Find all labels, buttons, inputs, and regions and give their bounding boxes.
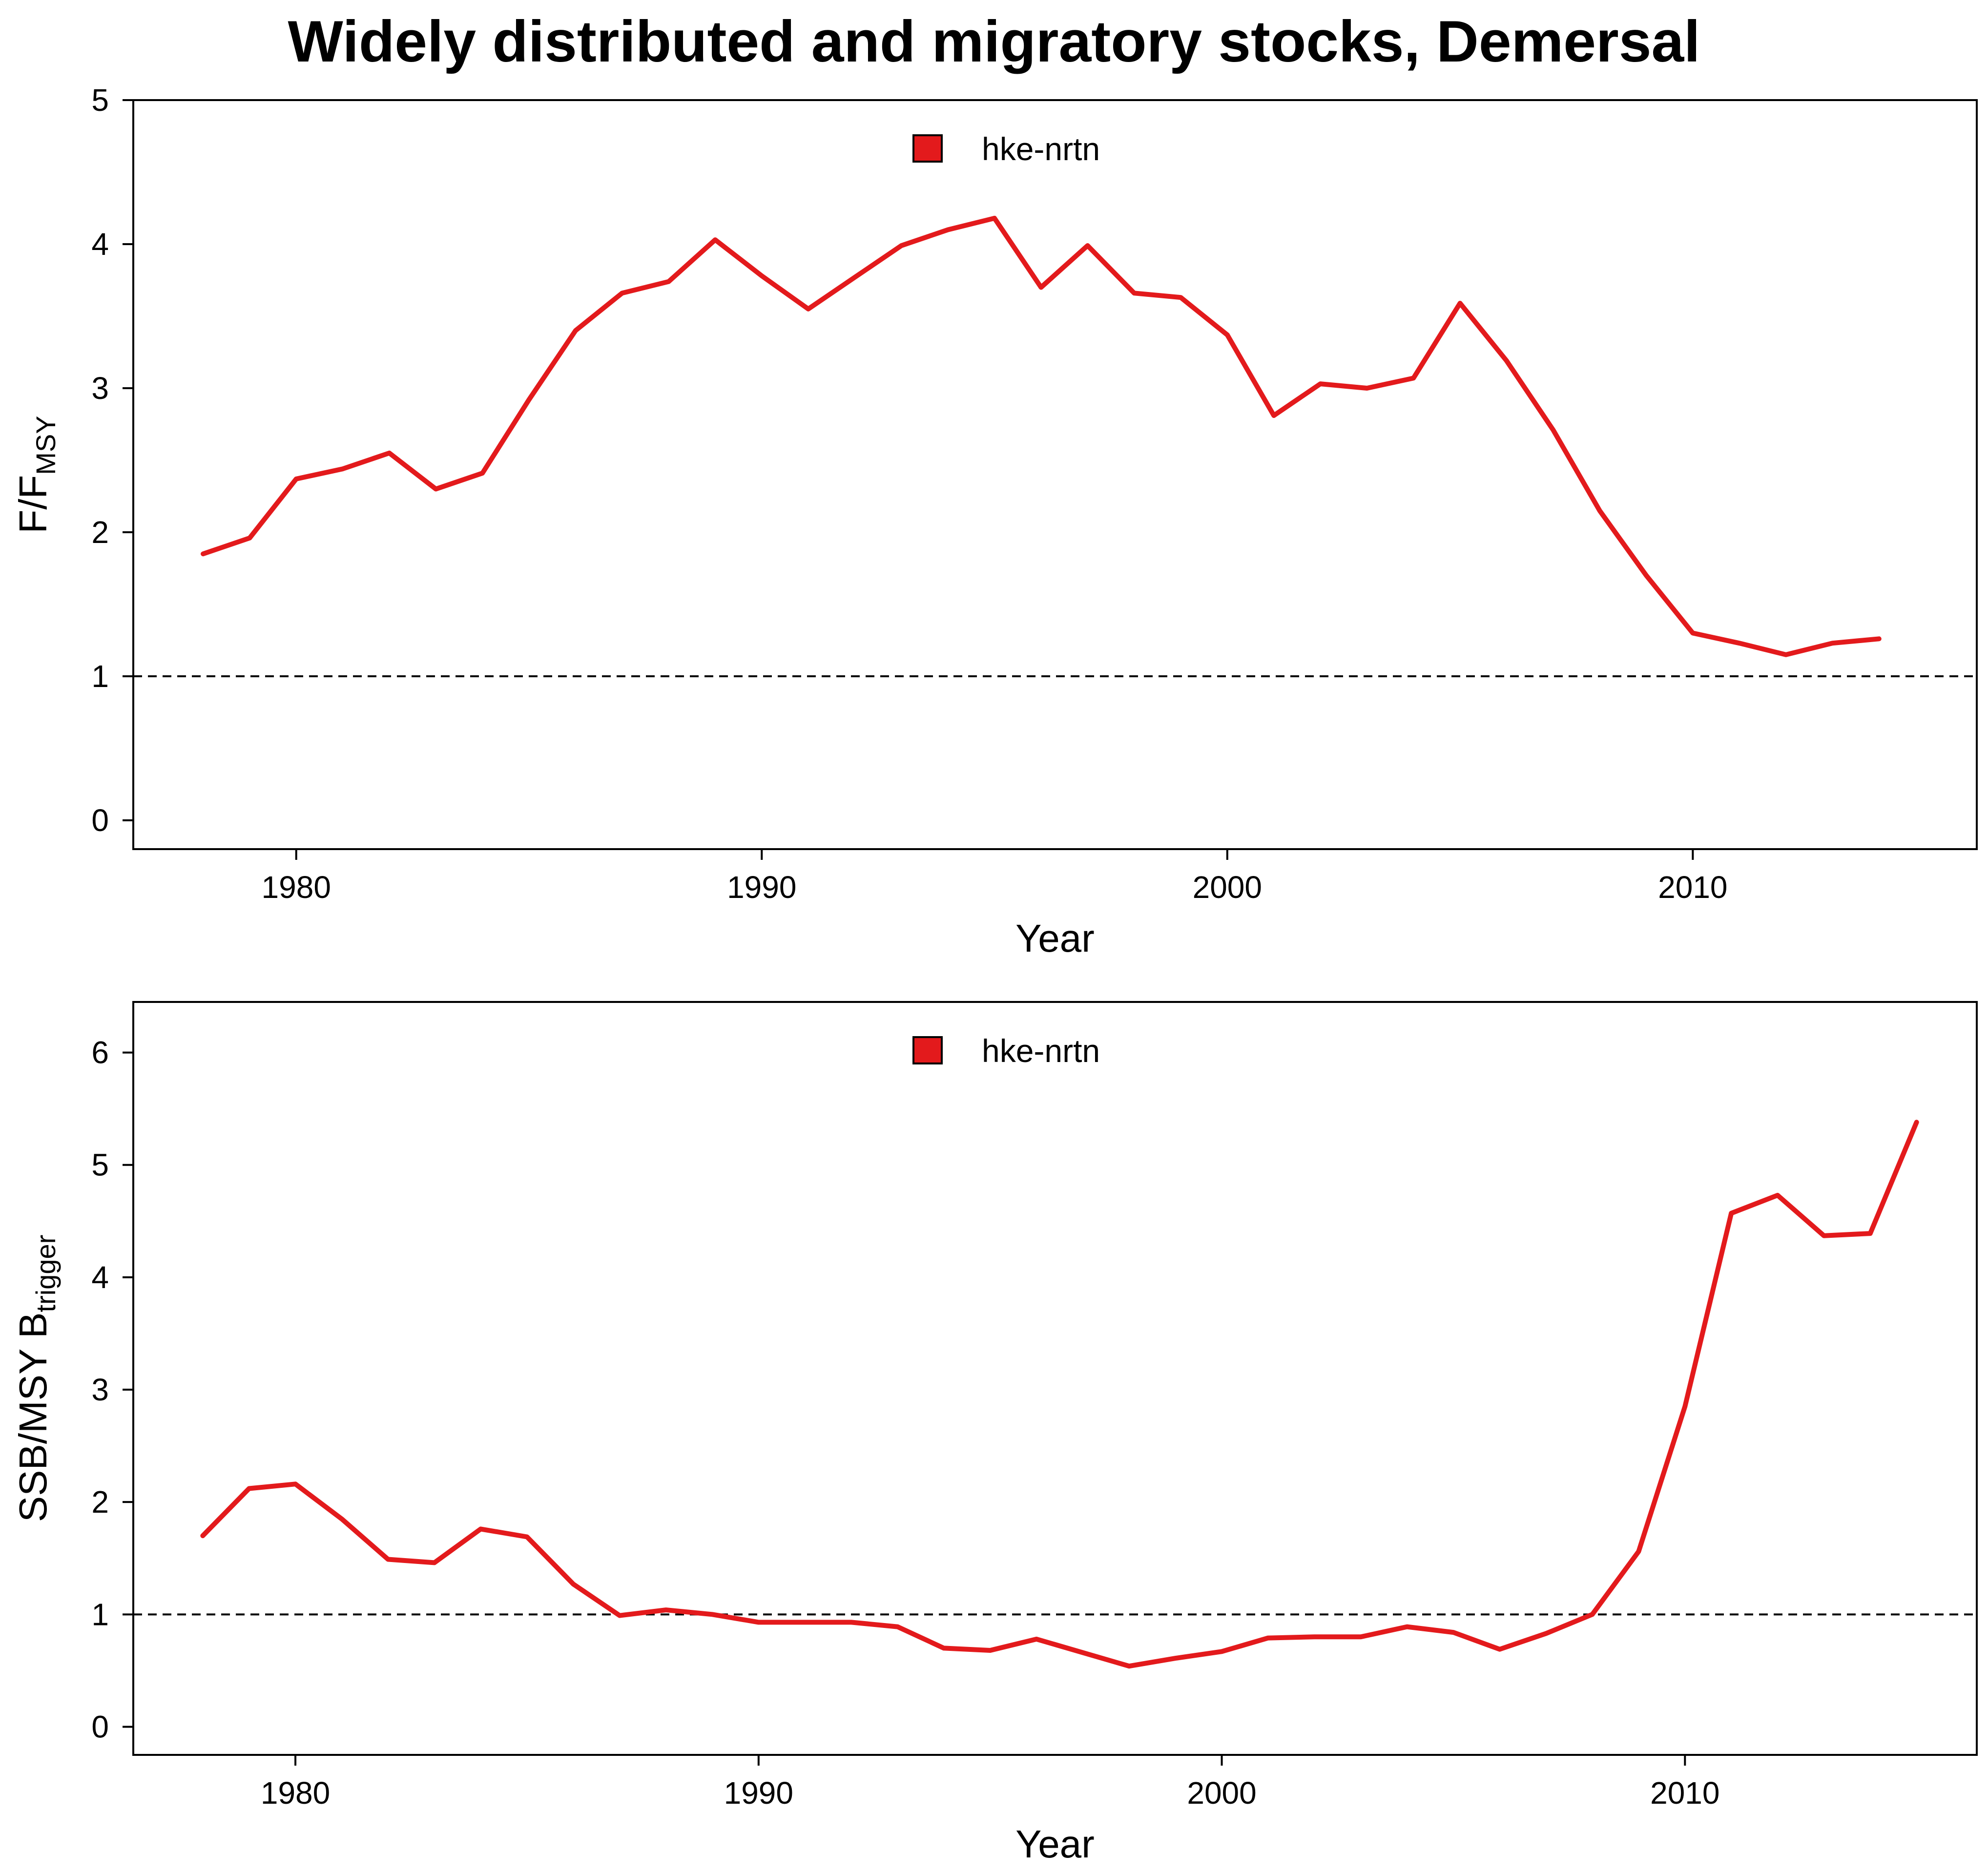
legend-swatch [912,134,943,163]
y-tick-label: 2 [91,515,109,550]
y-tick-label: 4 [91,227,109,262]
spawning-stock-biomass-panel: 0 1 2 3 4 5 6 1980 1990 2000 2010 Year SSB/MSY Btrig… [11,1001,1978,1866]
y-tick-label: 1 [91,659,109,694]
y-tick-label: 5 [91,1147,109,1183]
y-tick-label: 4 [91,1260,109,1295]
y-axis-title: SSB/MSY Btrigger [11,1235,61,1522]
y-axis-title-subscript: MSY [30,416,61,475]
y-tick-label: 6 [91,1035,109,1070]
y-tick-label: 3 [91,1372,109,1407]
x-axis-title: Year [1015,1822,1095,1866]
y-tick-label: 2 [91,1484,109,1520]
series-line-hke-nrtn [201,215,1882,657]
x-tick-label: 1980 [262,870,331,905]
fishing-mortality-panel: 0 1 2 3 4 5 1980 1990 2000 2010 Year F/FMSY hke-nrtn [11,83,1978,960]
y-tick-label: 0 [91,1709,109,1744]
legend-label: hke-nrtn [982,1033,1100,1069]
plot-frame [132,99,1978,850]
x-tick-label: 1990 [724,1775,793,1811]
x-tick-label: 1980 [261,1775,330,1811]
legend-swatch [912,1036,943,1064]
x-axis-title: Year [1015,917,1095,960]
y-axis-title-main: F/F [11,475,55,534]
x-tick-label: 2000 [1187,1775,1256,1811]
x-tick-label: 1990 [727,870,796,905]
y-tick-label: 0 [91,803,109,838]
series-line-hke-nrtn [200,1120,1919,1669]
x-tick-label: 2010 [1658,870,1727,905]
x-tick-label: 2000 [1193,870,1262,905]
y-axis-title-main: SSB/MSY B [11,1312,55,1522]
y-tick-label: 5 [91,83,109,118]
y-axis-title-subscript: trigger [30,1235,61,1312]
legend-label: hke-nrtn [982,131,1100,167]
plot-frame [132,1001,1978,1756]
page-title: Widely distributed and migratory stocks,… [288,9,1700,74]
y-tick-label: 3 [91,371,109,406]
x-tick-label: 2010 [1650,1775,1719,1811]
y-tick-label: 1 [91,1597,109,1632]
y-axis-title: F/FMSY [11,416,61,533]
